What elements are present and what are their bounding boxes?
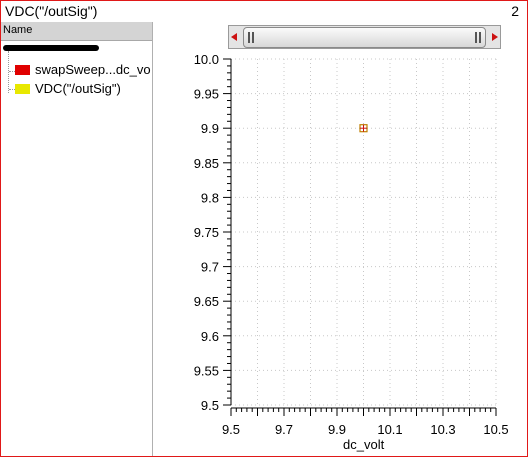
- data-points: [359, 124, 368, 133]
- scroll-left-arrow-icon[interactable]: [231, 33, 237, 41]
- y-tick-label: 9.7: [201, 260, 219, 275]
- x-scrollbar[interactable]: [228, 25, 501, 49]
- y-tick-label: 9.5: [201, 398, 219, 413]
- grip-icon: [479, 32, 481, 43]
- name-column-header[interactable]: Name: [1, 22, 152, 41]
- grip-icon: [475, 32, 477, 43]
- grid: [230, 58, 497, 406]
- x-tick-label: 9.5: [222, 422, 240, 437]
- chart: 10.09.959.99.859.89.759.79.659.69.559.59…: [194, 55, 509, 437]
- y-tick-label: 9.6: [201, 329, 219, 344]
- y-tick-label: 9.75: [194, 225, 219, 240]
- y-tick-label: 9.65: [194, 294, 219, 309]
- axes: [223, 58, 497, 416]
- trace-color-swatch: [15, 65, 30, 75]
- window-title: VDC("/outSig"): [5, 3, 98, 19]
- y-tick-label: 9.9: [201, 121, 219, 136]
- trace-color-swatch: [15, 84, 30, 94]
- data-point-marker: [359, 124, 368, 133]
- x-tick-label: 9.7: [275, 422, 293, 437]
- tree-item-vdc-outsig[interactable]: VDC("/outSig"): [15, 81, 152, 99]
- tree-connector: [9, 89, 15, 90]
- x-tick-label: 10.1: [377, 422, 402, 437]
- subwindow-number: 2: [511, 3, 519, 19]
- scroll-right-arrow-icon[interactable]: [492, 33, 498, 41]
- x-tick-label: 9.9: [328, 422, 346, 437]
- grip-icon: [252, 32, 254, 43]
- x-tick-label: 10.5: [483, 422, 508, 437]
- tree-item-swapsweep[interactable]: swapSweep...dc_vo: [15, 62, 152, 80]
- grip-icon: [248, 32, 250, 43]
- tree-item-label: swapSweep...dc_vo: [35, 62, 151, 77]
- tree-connector: [8, 51, 9, 93]
- trace-browser-panel: Name swapSweep...dc_vo VDC("/outSig"): [1, 22, 153, 456]
- tree-item-label: VDC("/outSig"): [35, 81, 121, 96]
- y-tick-label: 9.85: [194, 156, 219, 171]
- name-column-label: Name: [3, 24, 33, 36]
- x-axis-label: dc_volt: [343, 437, 385, 452]
- tree-root-node[interactable]: [3, 45, 99, 51]
- title-bar: VDC("/outSig") 2: [1, 1, 527, 21]
- scrollbar-thumb[interactable]: [243, 27, 486, 48]
- x-tick-label: 10.3: [430, 422, 455, 437]
- plot-area: [153, 22, 527, 456]
- y-tick-label: 9.55: [194, 363, 219, 378]
- tree-connector: [9, 71, 15, 72]
- y-tick-label: 10.0: [194, 55, 219, 67]
- tick-labels: 10.09.959.99.859.89.759.79.659.69.559.59…: [194, 55, 509, 437]
- y-tick-label: 9.8: [201, 190, 219, 205]
- y-tick-label: 9.95: [194, 87, 219, 102]
